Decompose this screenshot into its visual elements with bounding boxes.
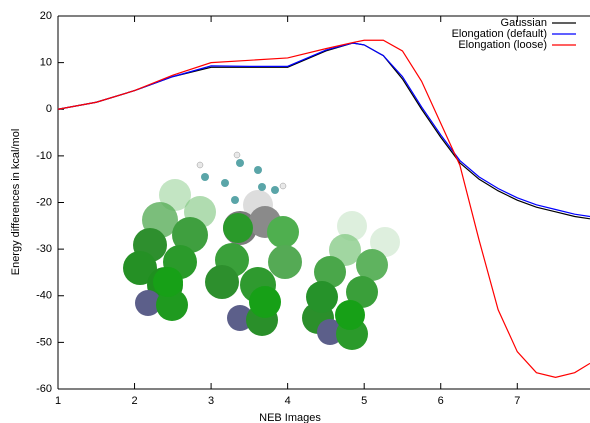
y-tick-label: -50 bbox=[36, 336, 52, 348]
y-tick-label: -10 bbox=[36, 150, 52, 162]
y-tick-label: -60 bbox=[36, 383, 52, 395]
x-axis-label: NEB Images bbox=[259, 412, 321, 423]
legend-label: Elongation (loose) bbox=[458, 39, 547, 51]
y-tick-label: 0 bbox=[46, 103, 52, 115]
x-tick-label: 5 bbox=[361, 395, 367, 407]
x-tick-label: 1 bbox=[55, 395, 61, 407]
series-line bbox=[57, 39, 590, 378]
y-axis-label: Energy differences in kcal/mol bbox=[10, 129, 22, 276]
x-tick-label: 3 bbox=[208, 395, 214, 407]
series-line bbox=[57, 42, 590, 218]
y-tick-label: -20 bbox=[36, 196, 52, 208]
legend-label: Elongation (default) bbox=[452, 28, 547, 40]
y-tick-label: -30 bbox=[36, 243, 52, 255]
x-tick-label: 6 bbox=[438, 395, 444, 407]
legend-label: Gaussian bbox=[501, 17, 547, 29]
y-tick-label: 20 bbox=[40, 10, 52, 22]
x-tick-label: 7 bbox=[514, 395, 520, 407]
x-tick-label: 4 bbox=[285, 395, 291, 407]
y-tick-label: -40 bbox=[36, 290, 52, 302]
y-tick-label: 10 bbox=[40, 57, 52, 69]
molecule-illustration bbox=[123, 151, 400, 350]
series-line bbox=[57, 42, 590, 220]
x-tick-label: 2 bbox=[131, 395, 137, 407]
